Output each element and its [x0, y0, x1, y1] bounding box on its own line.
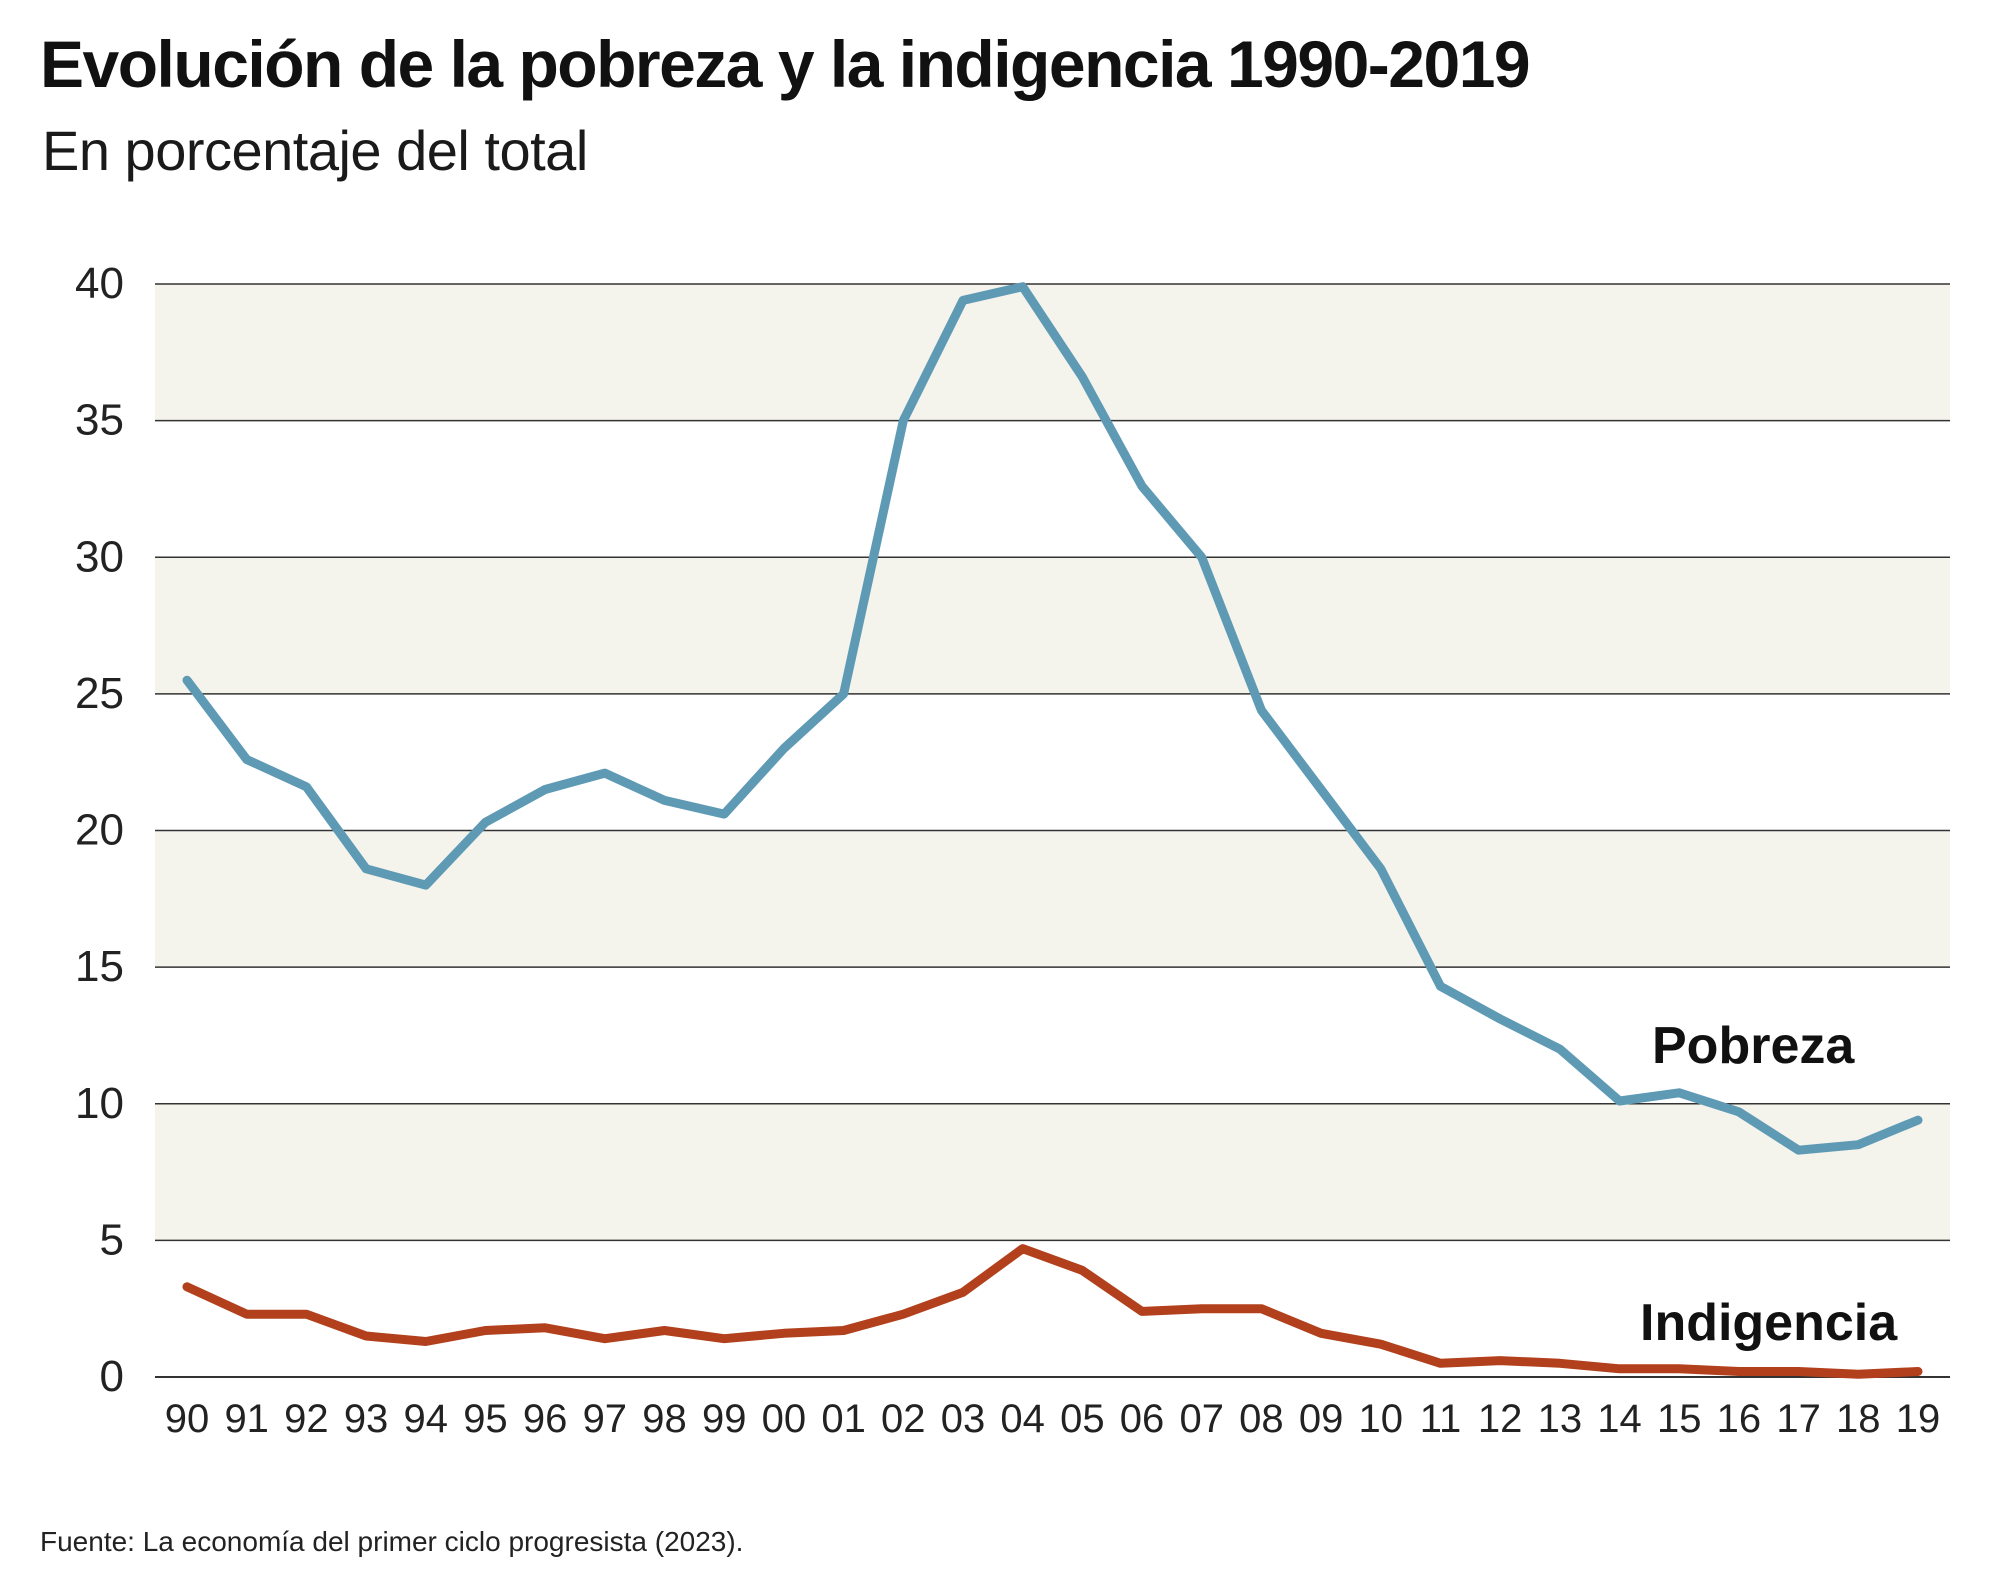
chart-title: Evolución de la pobreza y la indigencia …: [40, 27, 1531, 101]
y-tick-label: 5: [100, 1215, 124, 1264]
x-tick-label: 09: [1299, 1397, 1344, 1441]
background-band: [155, 1103, 1950, 1241]
x-tick-label: 18: [1836, 1397, 1881, 1441]
background-band: [155, 557, 1950, 694]
series-label-pobreza: Pobreza: [1652, 1017, 1855, 1075]
x-tick-label: 04: [1000, 1397, 1045, 1441]
series-line-pobreza: [182, 282, 1923, 1155]
x-tick-label: 06: [1120, 1397, 1165, 1441]
x-tick-label: 14: [1597, 1397, 1642, 1441]
x-tick-label: 13: [1538, 1397, 1583, 1441]
y-tick-label: 25: [75, 669, 124, 718]
x-tick-label: 16: [1717, 1397, 1762, 1441]
x-tick-label: 01: [821, 1397, 866, 1441]
x-tick-label: 15: [1657, 1397, 1702, 1441]
x-tick-label: 02: [881, 1397, 926, 1441]
y-tick-label: 10: [75, 1079, 124, 1128]
x-tick-label: 97: [583, 1397, 628, 1441]
chart-subtitle: En porcentaje del total: [42, 119, 588, 182]
x-tick-label: 17: [1776, 1397, 1821, 1441]
x-tick-label: 95: [463, 1397, 508, 1441]
background-bands: [155, 284, 1950, 1241]
x-tick-label: 03: [941, 1397, 986, 1441]
x-tick-label: 08: [1239, 1397, 1284, 1441]
source-note: Fuente: La economía del primer ciclo pro…: [40, 1526, 744, 1557]
x-axis-tick-labels: 90 91 92 93 94 95 96 97 98 99 00 01 02 03 04 05 06 07 08 09…: [165, 1397, 1941, 1441]
y-tick-label: 20: [75, 806, 124, 855]
x-tick-label: 93: [344, 1397, 389, 1441]
x-tick-label: 92: [284, 1397, 329, 1441]
x-tick-label: 12: [1478, 1397, 1523, 1441]
y-tick-label: 40: [75, 259, 124, 308]
x-tick-label: 11: [1420, 1397, 1462, 1441]
x-tick-label: 99: [702, 1397, 747, 1441]
x-tick-label: 19: [1896, 1397, 1941, 1441]
series-label-indigencia: Indigencia: [1640, 1294, 1898, 1352]
x-tick-label: 05: [1060, 1397, 1105, 1441]
x-tick-label: 98: [642, 1397, 687, 1441]
y-axis-tick-labels: 0 5 10 15 20 25 30 35 40: [75, 259, 124, 1401]
series-line-indigencia: [182, 1244, 1923, 1379]
x-tick-label: 94: [404, 1397, 449, 1441]
x-tick-label: 07: [1179, 1397, 1224, 1441]
series-lines: [182, 282, 1923, 1379]
x-tick-label: 00: [762, 1397, 807, 1441]
y-tick-label: 0: [100, 1352, 124, 1401]
y-tick-label: 30: [75, 532, 124, 581]
gridlines: [155, 283, 1950, 1378]
series-labels: Pobreza Indigencia: [1640, 1017, 1898, 1352]
background-band: [155, 284, 1950, 421]
x-tick-label: 96: [523, 1397, 568, 1441]
y-tick-label: 35: [75, 396, 124, 445]
background-band: [155, 830, 1950, 968]
x-tick-label: 91: [224, 1397, 269, 1441]
x-tick-label: 90: [165, 1397, 210, 1441]
y-tick-label: 15: [75, 942, 124, 991]
x-tick-label: 10: [1359, 1397, 1404, 1441]
